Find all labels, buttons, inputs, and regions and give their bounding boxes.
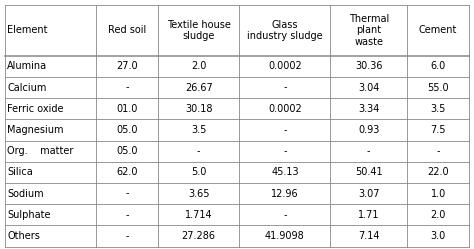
Text: 30.36: 30.36: [355, 61, 383, 71]
Text: 3.5: 3.5: [191, 125, 206, 135]
Text: 1.71: 1.71: [358, 210, 380, 220]
Text: 50.41: 50.41: [355, 167, 383, 177]
Text: 27.286: 27.286: [182, 231, 216, 241]
Text: Glass
industry sludge: Glass industry sludge: [247, 19, 323, 41]
Text: 7.14: 7.14: [358, 231, 380, 241]
Text: -: -: [367, 146, 371, 156]
Text: Alumina: Alumina: [7, 61, 47, 71]
Text: -: -: [197, 146, 201, 156]
Text: 6.0: 6.0: [430, 61, 446, 71]
Text: 0.93: 0.93: [358, 125, 379, 135]
Text: -: -: [125, 210, 128, 220]
Text: Thermal
plant
waste: Thermal plant waste: [348, 14, 389, 47]
Text: -: -: [283, 210, 287, 220]
Text: 05.0: 05.0: [116, 146, 137, 156]
Text: Textile house
sludge: Textile house sludge: [167, 19, 231, 41]
Text: 30.18: 30.18: [185, 104, 212, 114]
Text: Magnesium: Magnesium: [7, 125, 64, 135]
Text: 1.0: 1.0: [430, 188, 446, 198]
Text: 55.0: 55.0: [428, 82, 449, 92]
Text: 62.0: 62.0: [116, 167, 137, 177]
Text: 26.67: 26.67: [185, 82, 212, 92]
Text: Element: Element: [7, 25, 47, 35]
Text: 1.714: 1.714: [185, 210, 212, 220]
Text: Calcium: Calcium: [7, 82, 46, 92]
Text: 3.04: 3.04: [358, 82, 379, 92]
Text: Silica: Silica: [7, 167, 33, 177]
Text: 3.07: 3.07: [358, 188, 380, 198]
Text: 3.34: 3.34: [358, 104, 379, 114]
Text: -: -: [283, 125, 287, 135]
Text: 3.65: 3.65: [188, 188, 210, 198]
Text: Cement: Cement: [419, 25, 457, 35]
Text: 2.0: 2.0: [430, 210, 446, 220]
Text: 12.96: 12.96: [271, 188, 299, 198]
Text: 3.0: 3.0: [430, 231, 446, 241]
Text: 5.0: 5.0: [191, 167, 206, 177]
Text: 2.0: 2.0: [191, 61, 206, 71]
Text: 27.0: 27.0: [116, 61, 137, 71]
Text: -: -: [437, 146, 440, 156]
Text: Sodium: Sodium: [7, 188, 44, 198]
Text: Sulphate: Sulphate: [7, 210, 51, 220]
Text: Org.    matter: Org. matter: [7, 146, 73, 156]
Text: -: -: [283, 146, 287, 156]
Text: -: -: [283, 82, 287, 92]
Text: Others: Others: [7, 231, 40, 241]
Text: 0.0002: 0.0002: [268, 104, 302, 114]
Text: 22.0: 22.0: [428, 167, 449, 177]
Text: 45.13: 45.13: [271, 167, 299, 177]
Text: 0.0002: 0.0002: [268, 61, 302, 71]
Text: Red soil: Red soil: [108, 25, 146, 35]
Text: -: -: [125, 231, 128, 241]
Text: 41.9098: 41.9098: [265, 231, 305, 241]
Text: 7.5: 7.5: [430, 125, 446, 135]
Text: -: -: [125, 188, 128, 198]
Text: 01.0: 01.0: [116, 104, 137, 114]
Text: 05.0: 05.0: [116, 125, 137, 135]
Text: Ferric oxide: Ferric oxide: [7, 104, 64, 114]
Text: 3.5: 3.5: [430, 104, 446, 114]
Text: -: -: [125, 82, 128, 92]
